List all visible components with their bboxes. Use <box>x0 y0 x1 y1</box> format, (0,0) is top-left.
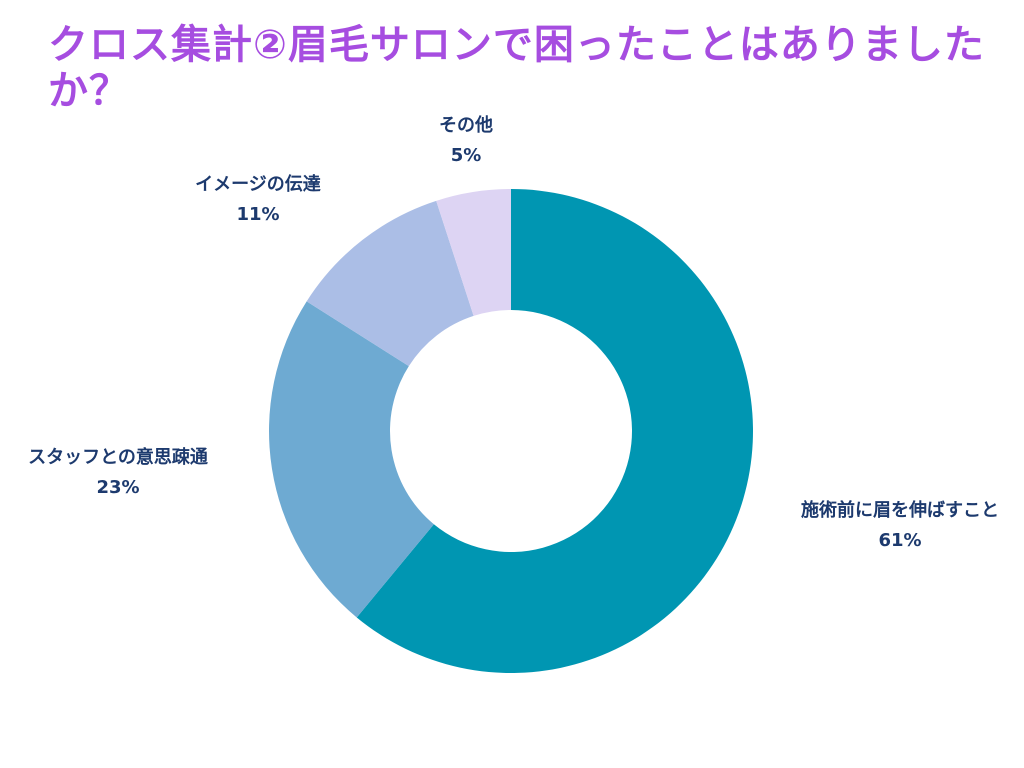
slice-category-label: 施術前に眉を伸ばすこと <box>801 499 999 521</box>
slice-labels: 施術前に眉を伸ばすこと 61% スタッフとの意思疎通 23% イメージの伝達 11% その他… <box>28 114 999 551</box>
slice-category-label: その他 <box>439 114 493 136</box>
slice-3 <box>306 200 474 367</box>
page-title: クロス集計②眉毛サロンで困ったことはありましたか？ <box>48 22 985 114</box>
slice-1 <box>356 189 753 673</box>
slice-value-label: 23% <box>96 477 139 498</box>
slice-4 <box>436 189 511 316</box>
slice-value-label: 11% <box>236 204 279 225</box>
slice-2 <box>268 301 434 618</box>
slice-value-label: 5% <box>451 145 482 166</box>
slice-category-label: イメージの伝達 <box>195 173 321 195</box>
slice-value-label: 61% <box>878 530 921 551</box>
donut-slices <box>268 189 753 673</box>
slice-category-label: スタッフとの意思疎通 <box>28 446 208 468</box>
